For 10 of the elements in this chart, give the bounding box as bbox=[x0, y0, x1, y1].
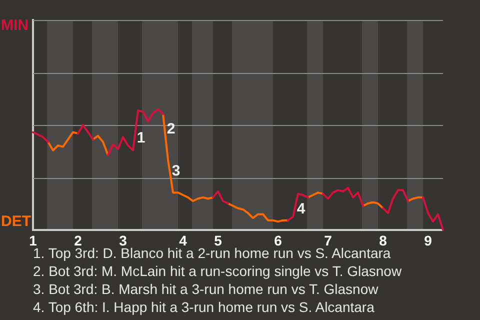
text: 2. Bot 3rd: M. McLain hit a run-scoring single vs T. Glasnow bbox=[33, 262, 402, 280]
annotation: 2 bbox=[166, 120, 176, 138]
annotation: 1 bbox=[136, 129, 146, 146]
text: 3. Bot 3rd: B. Marsh hit a 3-run home run vs T. Glasnow bbox=[33, 280, 380, 298]
text: DET bbox=[1, 213, 31, 230]
text: MIN bbox=[1, 17, 28, 34]
text: 4. Top 6th: I. Happ hit a 3-run home run vs S. Alcantara bbox=[33, 298, 376, 316]
x-tick-label: 9 bbox=[424, 232, 432, 248]
annotation: 4 bbox=[296, 200, 306, 218]
annotation: 3 bbox=[172, 162, 180, 180]
